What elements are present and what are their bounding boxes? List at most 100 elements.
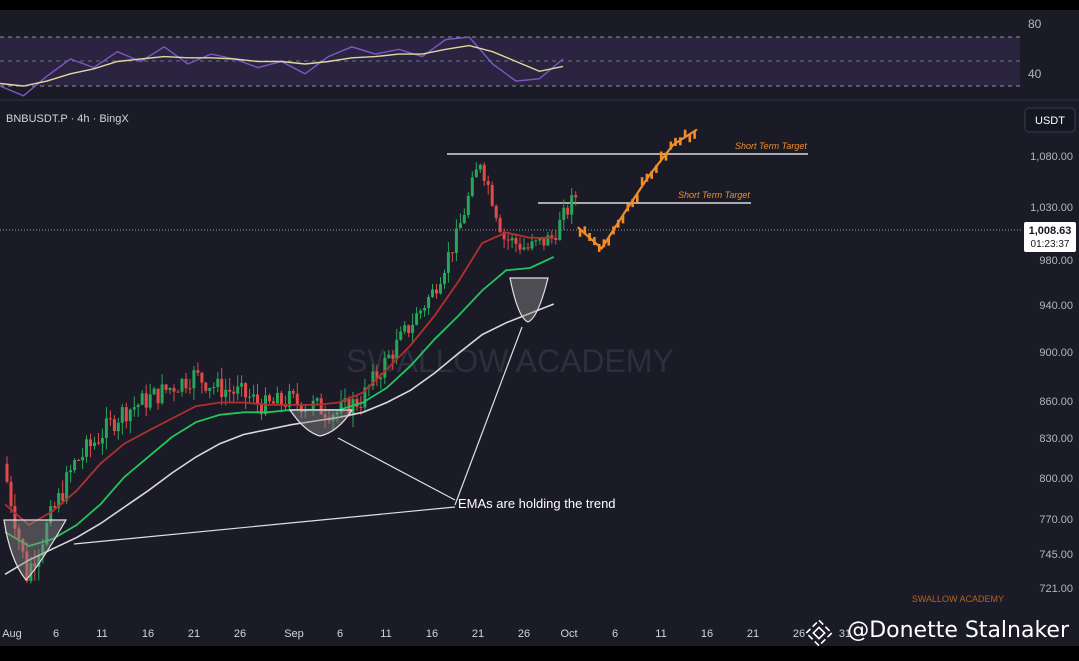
candle-body bbox=[128, 409, 132, 422]
projected-candle bbox=[626, 203, 630, 212]
candle-body bbox=[97, 442, 100, 444]
projected-candle bbox=[650, 170, 653, 179]
candle-body bbox=[518, 243, 522, 250]
candle-body bbox=[49, 506, 53, 523]
arrow-line bbox=[454, 326, 523, 506]
projected-candle bbox=[674, 137, 677, 146]
candle-body bbox=[224, 389, 228, 398]
candle-body bbox=[506, 239, 510, 241]
time-label: 26 bbox=[793, 628, 805, 640]
candle-body bbox=[478, 164, 482, 170]
candle-body bbox=[148, 394, 152, 408]
candle-body bbox=[33, 563, 37, 567]
candle-body bbox=[291, 391, 295, 394]
projected-candle bbox=[602, 239, 606, 248]
ema-mid-line bbox=[4, 231, 554, 527]
candle-body bbox=[351, 399, 355, 416]
candle-body bbox=[244, 383, 248, 398]
candle-body bbox=[212, 387, 216, 388]
candle-body bbox=[574, 195, 578, 198]
candle-body bbox=[208, 388, 212, 391]
time-label: 16 bbox=[142, 628, 154, 640]
projected-candle bbox=[631, 199, 634, 208]
candle-body bbox=[295, 393, 299, 404]
projected-candle bbox=[617, 219, 620, 228]
candle-body bbox=[431, 289, 434, 297]
candle-body bbox=[391, 354, 395, 359]
currency-button[interactable] bbox=[1024, 107, 1076, 133]
candle-body bbox=[240, 383, 244, 387]
time-label: 6 bbox=[337, 628, 343, 640]
candle-body bbox=[403, 325, 407, 332]
last-price-badge bbox=[1024, 222, 1076, 252]
candle-body bbox=[5, 463, 9, 482]
candle-body bbox=[395, 339, 399, 359]
candle-body bbox=[9, 481, 13, 507]
symbol-title: BNBUSDT.P · 4h · BingX bbox=[6, 113, 129, 125]
candle-body bbox=[13, 506, 17, 529]
candle-body bbox=[108, 418, 112, 420]
candle-body bbox=[37, 555, 41, 567]
price-label: 940.00 bbox=[1039, 300, 1073, 312]
price-label: 721.00 bbox=[1039, 583, 1073, 595]
projected-candle bbox=[693, 130, 696, 139]
candle-body bbox=[17, 528, 21, 539]
projected-candle bbox=[655, 164, 658, 173]
candle-body bbox=[315, 398, 319, 401]
time-label: 11 bbox=[96, 628, 107, 640]
rsi-lines bbox=[0, 36, 564, 97]
rsi-lower-label: 40 bbox=[1028, 67, 1042, 81]
bounce-zone bbox=[3, 519, 68, 581]
candle-body bbox=[73, 460, 77, 471]
candle-body bbox=[220, 378, 224, 398]
candle-body bbox=[446, 252, 450, 273]
candle-body bbox=[29, 563, 33, 581]
candle-body bbox=[470, 177, 474, 196]
user-watermark: @Donette Stalnaker bbox=[847, 618, 1069, 643]
time-label: 16 bbox=[701, 628, 713, 640]
candle-body bbox=[411, 324, 415, 333]
candle-body bbox=[61, 493, 65, 501]
candle-body bbox=[152, 388, 156, 395]
time-label: Sep bbox=[284, 628, 304, 640]
candle-body bbox=[458, 223, 462, 229]
candle-body bbox=[53, 506, 57, 508]
price-label: 1,030.00 bbox=[1030, 202, 1073, 214]
binance-logo-icon bbox=[805, 619, 833, 647]
candle-body bbox=[112, 419, 116, 432]
price-label: 800.00 bbox=[1039, 473, 1073, 485]
ema-lines bbox=[4, 231, 555, 575]
arrow-line bbox=[337, 437, 456, 501]
ema-annotation: EMAs are holding the trend bbox=[458, 496, 616, 511]
time-label: 26 bbox=[234, 628, 246, 640]
candle-body bbox=[462, 214, 466, 224]
projected-candle bbox=[683, 129, 687, 138]
candle-body bbox=[228, 389, 232, 392]
candle-body bbox=[172, 388, 176, 392]
projected-candle bbox=[679, 137, 682, 146]
candle-body bbox=[407, 325, 411, 333]
candle-body bbox=[81, 456, 85, 461]
candle-body bbox=[419, 310, 423, 314]
time-label: 16 bbox=[426, 628, 438, 640]
candle-body bbox=[89, 439, 92, 446]
candle-body bbox=[65, 472, 69, 501]
candle-body bbox=[120, 407, 124, 423]
chart-background bbox=[0, 10, 1079, 646]
bounce-zone bbox=[509, 277, 549, 323]
candle-body bbox=[85, 439, 88, 457]
rsi-panel: 80 40 bbox=[0, 17, 1042, 87]
candle-body bbox=[566, 207, 570, 215]
time-label: Aug bbox=[2, 628, 22, 640]
candle-body bbox=[339, 401, 343, 413]
candle-body bbox=[77, 460, 81, 461]
candle-body bbox=[188, 388, 192, 390]
projected-candle bbox=[669, 141, 673, 150]
candle-body bbox=[546, 235, 550, 246]
price-label: 1,080.00 bbox=[1030, 151, 1073, 163]
candle-body bbox=[514, 238, 518, 244]
candle-body bbox=[474, 169, 478, 178]
price-label: 770.00 bbox=[1039, 514, 1073, 526]
target-label-lower: Short Term Target bbox=[678, 190, 750, 200]
candle-body bbox=[466, 196, 470, 215]
